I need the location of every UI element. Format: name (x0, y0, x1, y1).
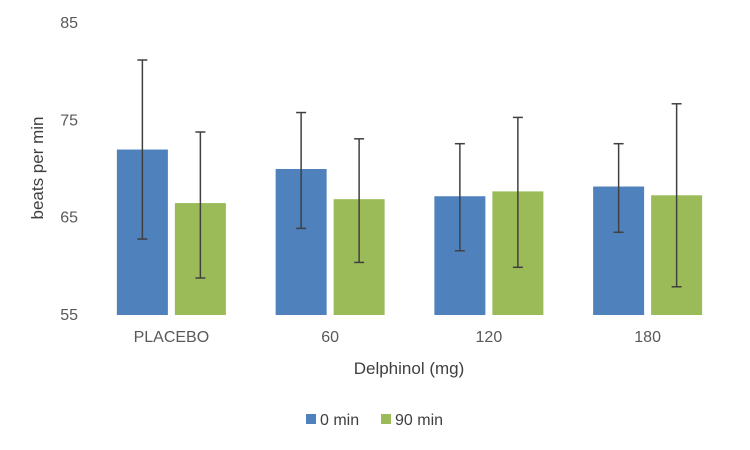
error-bar (671, 103, 682, 288)
y-axis-title: beats per min (28, 117, 47, 220)
error-bar (454, 142, 465, 252)
legend-item: 90 min (381, 412, 443, 429)
y-tick-label: 75 (60, 112, 78, 129)
error-bar (296, 111, 307, 230)
y-tick-label: 65 (60, 210, 78, 227)
error-bar (195, 131, 206, 279)
x-tick-label: PLACEBO (134, 329, 210, 346)
error-bar (613, 142, 624, 234)
legend-label: 0 min (320, 412, 359, 429)
legend-item: 0 min (306, 412, 359, 429)
error-bar (354, 138, 365, 264)
error-bar (137, 59, 148, 240)
y-axis-ticks: 55 65 75 85 (60, 15, 78, 324)
legend-swatch (306, 414, 316, 424)
legend: 0 min 90 min (306, 412, 443, 429)
x-tick-label: 120 (476, 329, 503, 346)
y-tick-label: 85 (60, 15, 78, 32)
legend-swatch (381, 414, 391, 424)
x-tick-label: 60 (321, 329, 339, 346)
x-tick-label: 180 (634, 329, 661, 346)
error-bar (512, 116, 523, 269)
x-axis-title: Delphinol (mg) (354, 359, 465, 378)
y-tick-label: 55 (60, 307, 78, 324)
error-bars (137, 59, 682, 288)
legend-label: 90 min (395, 412, 443, 429)
x-axis-ticks: PLACEBO 60 120 180 (134, 329, 661, 346)
